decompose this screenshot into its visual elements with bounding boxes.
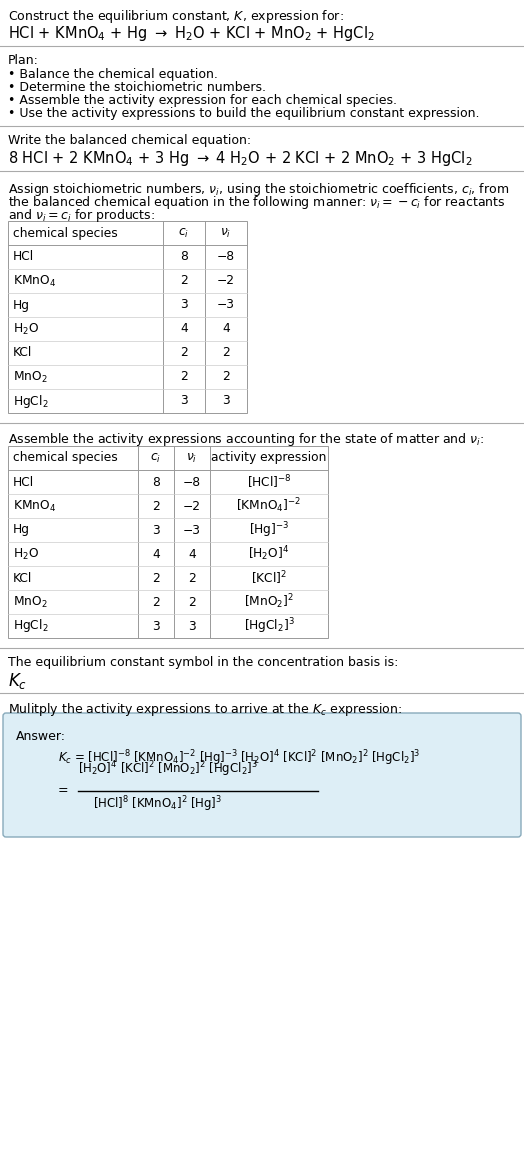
Text: 4: 4 [188, 548, 196, 561]
Text: 2: 2 [152, 596, 160, 608]
Text: 2: 2 [222, 346, 230, 360]
Text: $\nu_i$: $\nu_i$ [221, 226, 232, 239]
Text: Assign stoichiometric numbers, $\nu_i$, using the stoichiometric coefficients, $: Assign stoichiometric numbers, $\nu_i$, … [8, 181, 509, 199]
Text: 2: 2 [180, 274, 188, 288]
Text: 3: 3 [180, 298, 188, 311]
Text: 2: 2 [188, 596, 196, 608]
Text: [H$_2$O]$^4$: [H$_2$O]$^4$ [248, 545, 290, 563]
Text: $K_c$: $K_c$ [8, 671, 27, 691]
Text: • Balance the chemical equation.: • Balance the chemical equation. [8, 68, 218, 81]
Text: $c_i$: $c_i$ [150, 452, 161, 464]
Text: 2: 2 [222, 370, 230, 383]
Text: 2: 2 [152, 499, 160, 512]
Text: =: = [58, 785, 69, 798]
Text: Hg: Hg [13, 298, 30, 311]
Text: Write the balanced chemical equation:: Write the balanced chemical equation: [8, 134, 251, 147]
Text: H$_2$O: H$_2$O [13, 322, 39, 337]
Text: The equilibrium constant symbol in the concentration basis is:: The equilibrium constant symbol in the c… [8, 656, 398, 669]
Text: $K_c$ = [HCl]$^{-8}$ [KMnO$_4$]$^{-2}$ [Hg]$^{-3}$ [H$_2$O]$^4$ [KCl]$^2$ [MnO$_: $K_c$ = [HCl]$^{-8}$ [KMnO$_4$]$^{-2}$ [… [58, 748, 420, 767]
Text: H$_2$O: H$_2$O [13, 547, 39, 562]
Text: −8: −8 [183, 476, 201, 489]
Text: 3: 3 [222, 395, 230, 408]
FancyBboxPatch shape [3, 713, 521, 837]
Text: 2: 2 [180, 370, 188, 383]
Text: • Assemble the activity expression for each chemical species.: • Assemble the activity expression for e… [8, 94, 397, 107]
Text: 4: 4 [222, 323, 230, 336]
Text: [HCl]$^{-8}$: [HCl]$^{-8}$ [247, 474, 291, 491]
Bar [8, 221, 247, 413]
Text: $\nu_i$: $\nu_i$ [187, 452, 198, 464]
Text: Answer:: Answer: [16, 730, 66, 743]
Text: [KMnO$_4$]$^{-2}$: [KMnO$_4$]$^{-2}$ [236, 497, 302, 515]
Text: Mulitply the activity expressions to arrive at the $K_c$ expression:: Mulitply the activity expressions to arr… [8, 701, 402, 717]
Text: 4: 4 [180, 323, 188, 336]
Text: 8: 8 [152, 476, 160, 489]
Text: MnO$_2$: MnO$_2$ [13, 594, 48, 610]
Text: 4: 4 [152, 548, 160, 561]
Text: Construct the equilibrium constant, $K$, expression for:: Construct the equilibrium constant, $K$,… [8, 8, 344, 26]
Text: the balanced chemical equation in the following manner: $\nu_i = -c_i$ for react: the balanced chemical equation in the fo… [8, 194, 506, 211]
Text: and $\nu_i = c_i$ for products:: and $\nu_i = c_i$ for products: [8, 207, 155, 224]
Text: 3: 3 [188, 620, 196, 633]
Text: 8 HCl + 2 KMnO$_4$ + 3 Hg $\rightarrow$ 4 H$_2$O + 2 KCl + 2 MnO$_2$ + 3 HgCl$_2: 8 HCl + 2 KMnO$_4$ + 3 Hg $\rightarrow$ … [8, 149, 473, 168]
Text: KMnO$_4$: KMnO$_4$ [13, 274, 56, 289]
Text: activity expression: activity expression [211, 452, 326, 464]
Text: [HgCl$_2$]$^3$: [HgCl$_2$]$^3$ [244, 616, 294, 636]
Text: HgCl$_2$: HgCl$_2$ [13, 392, 49, 410]
Text: Plan:: Plan: [8, 55, 39, 67]
Text: 2: 2 [180, 346, 188, 360]
Text: [H$_2$O]$^4$ [KCl]$^2$ [MnO$_2$]$^2$ [HgCl$_2$]$^3$: [H$_2$O]$^4$ [KCl]$^2$ [MnO$_2$]$^2$ [Hg… [78, 759, 258, 779]
Text: [Hg]$^{-3}$: [Hg]$^{-3}$ [249, 520, 289, 540]
Text: [HCl]$^8$ [KMnO$_4$]$^2$ [Hg]$^3$: [HCl]$^8$ [KMnO$_4$]$^2$ [Hg]$^3$ [93, 794, 222, 814]
Text: $c_i$: $c_i$ [179, 226, 190, 239]
Text: −2: −2 [183, 499, 201, 512]
Text: 3: 3 [152, 620, 160, 633]
Text: HgCl$_2$: HgCl$_2$ [13, 618, 49, 635]
Text: • Determine the stoichiometric numbers.: • Determine the stoichiometric numbers. [8, 81, 266, 94]
Text: chemical species: chemical species [13, 226, 118, 239]
Text: [KCl]$^2$: [KCl]$^2$ [251, 569, 287, 586]
Text: HCl + KMnO$_4$ + Hg $\rightarrow$ H$_2$O + KCl + MnO$_2$ + HgCl$_2$: HCl + KMnO$_4$ + Hg $\rightarrow$ H$_2$O… [8, 24, 375, 43]
Text: −3: −3 [217, 298, 235, 311]
Text: chemical species: chemical species [13, 452, 118, 464]
Text: MnO$_2$: MnO$_2$ [13, 369, 48, 384]
Text: Assemble the activity expressions accounting for the state of matter and $\nu_i$: Assemble the activity expressions accoun… [8, 431, 484, 448]
Bar [8, 446, 328, 639]
Text: 2: 2 [188, 571, 196, 584]
Text: • Use the activity expressions to build the equilibrium constant expression.: • Use the activity expressions to build … [8, 107, 479, 120]
Text: 2: 2 [152, 571, 160, 584]
Text: 3: 3 [180, 395, 188, 408]
Text: Hg: Hg [13, 524, 30, 536]
Text: −8: −8 [217, 251, 235, 264]
Text: 3: 3 [152, 524, 160, 536]
Text: HCl: HCl [13, 251, 34, 264]
Text: 8: 8 [180, 251, 188, 264]
Text: −2: −2 [217, 274, 235, 288]
Text: KCl: KCl [13, 571, 32, 584]
Text: −3: −3 [183, 524, 201, 536]
Text: [MnO$_2$]$^2$: [MnO$_2$]$^2$ [244, 592, 294, 612]
Text: KMnO$_4$: KMnO$_4$ [13, 498, 56, 513]
Text: KCl: KCl [13, 346, 32, 360]
Text: HCl: HCl [13, 476, 34, 489]
